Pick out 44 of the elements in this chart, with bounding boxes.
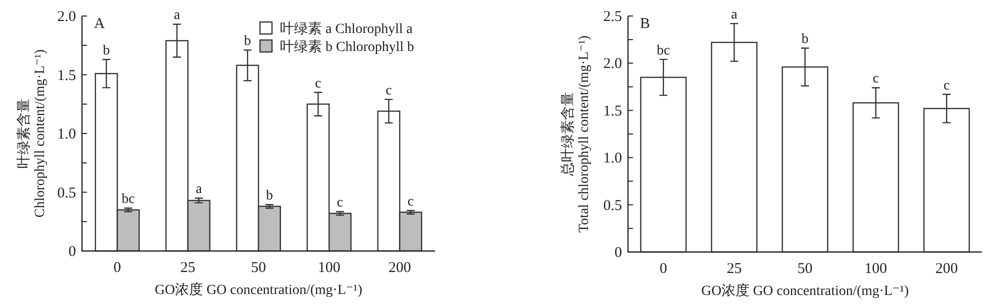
annotation: c (872, 72, 879, 87)
y-tick-label: 2.0 (603, 56, 622, 72)
annotation: b (802, 32, 808, 48)
x-tick-label: 200 (388, 260, 411, 276)
legend-label: 叶绿素 b Chlorophyll b (280, 39, 414, 55)
annotation: c (336, 196, 344, 211)
annotation: bc (122, 192, 135, 208)
annotation: c (943, 78, 950, 94)
chart-title: B (640, 16, 650, 32)
x-axis-title: GO浓度 GO concentration/(mg·L⁻¹) (701, 283, 910, 299)
annotation: a (174, 8, 181, 24)
x-tick-label: 200 (935, 261, 958, 277)
x-tick-label: 50 (798, 261, 812, 277)
y-tick-label: 2.5 (603, 9, 622, 25)
y-tick-label: 1.0 (603, 150, 622, 167)
y-tick-label: 0 (614, 245, 622, 261)
y-tick-label: 0.5 (57, 185, 76, 202)
x-axis-title: GO浓度 GO concentration/(mg·L⁻¹) (154, 282, 363, 298)
annotation: a (196, 182, 203, 198)
annotation: bc (656, 43, 670, 58)
y-tick-label: 0.5 (603, 198, 622, 214)
annotation: b (266, 188, 273, 204)
y-tick-label: 0 (68, 244, 76, 260)
x-tick-label: 25 (180, 260, 196, 276)
x-tick-label: 0 (114, 260, 122, 276)
x-tick-label: 0 (660, 261, 668, 277)
y-tick-label: 2.0 (57, 9, 76, 25)
y-tick-label: 1.5 (57, 68, 76, 84)
y-tick-label: 1.5 (603, 103, 622, 120)
x-tick-label: 100 (864, 261, 888, 277)
x-tick-label: 100 (318, 260, 340, 276)
annotation: b (102, 43, 110, 58)
x-tick-label: 50 (251, 260, 266, 276)
annotation: c (386, 83, 392, 98)
legend-label: 叶绿素 a Chlorophyll a (280, 21, 414, 37)
annotation: b (244, 34, 252, 50)
x-tick-label: 25 (726, 261, 742, 277)
annotation: a (731, 8, 738, 23)
annotation: c (315, 76, 322, 92)
y-axis-title: 叶绿素含量 Chlorophyll content/(mg·L⁻¹) (16, 49, 48, 218)
chart-title: A (94, 16, 105, 32)
y-tick-label: 1.0 (57, 126, 76, 142)
y-axis-title: 总叶绿素含量 Total chlorophyll content/(mg·L⁻¹) (560, 35, 592, 233)
annotation: c (408, 194, 414, 210)
